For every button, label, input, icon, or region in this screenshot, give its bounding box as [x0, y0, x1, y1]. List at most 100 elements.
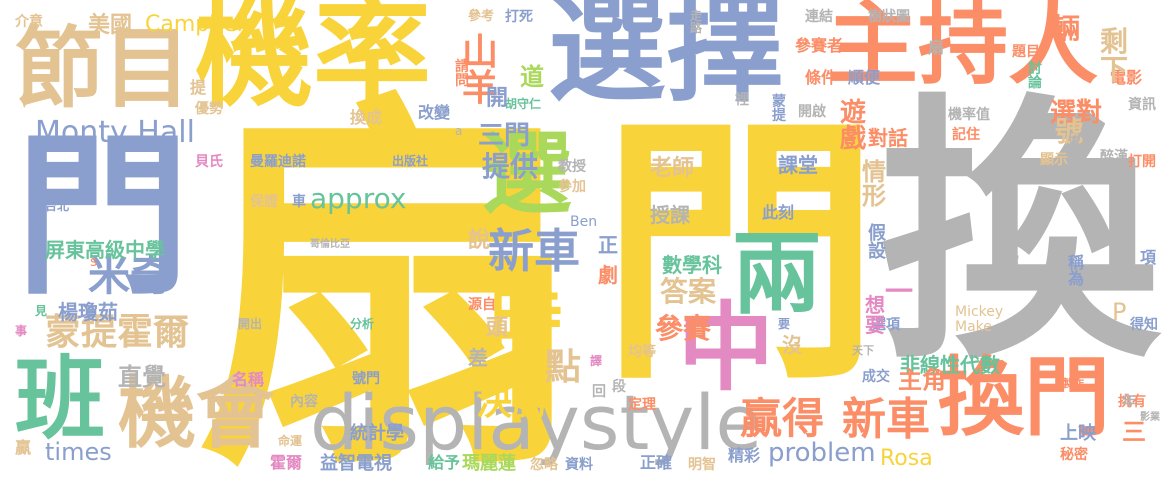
word-geluanbiya: 哥倫比亞 [310, 239, 350, 250]
word-yao: 要 [778, 317, 791, 331]
word-liang-vehicle: 輛 [1052, 12, 1081, 45]
word-ying: 贏 [15, 438, 32, 457]
word-huanmen: 換門 [938, 348, 1110, 448]
word-shanyang: 山羊 [462, 32, 499, 109]
word-huoer: 霍爾 [270, 453, 303, 472]
word-yuanzi: 源自 [468, 297, 496, 313]
word-che: 車 [292, 194, 306, 210]
word-monty-hall: Monty Hall [35, 115, 195, 150]
word-duan: 段 [612, 379, 626, 395]
word-times: times [45, 438, 112, 466]
word-zhujiao: 主角 [898, 366, 946, 394]
word-youxi: 遊戲 [840, 98, 867, 154]
word-shan-small: 扇 [928, 38, 945, 57]
word-displaystyle: displaystyle [310, 378, 763, 467]
word-bai: 貝氏 [195, 154, 223, 170]
word-mimi: 秘密 [1060, 447, 1088, 463]
word-yuan: 遠 [1068, 134, 1081, 148]
word-daan: 答案 [660, 275, 717, 308]
word-dingli: 定理 [628, 397, 656, 413]
word-jiaoshou: 教授 [558, 159, 586, 175]
word-manluodinuo: 曼羅迪諾 [250, 154, 306, 170]
word-chubanshe: 出版社 [392, 154, 429, 168]
word-tiaoyou: 挑有 [1118, 394, 1146, 410]
word-a: a [455, 124, 463, 138]
word-jilv: 機率 [195, 0, 432, 123]
word-zhuchiren: 主持人 [828, 0, 1098, 97]
word-xianshi: 顯示 [1040, 152, 1068, 168]
word-mei: 沒 [782, 333, 802, 357]
word-jingcai: 精彩 [728, 446, 761, 465]
word-xiang: 項 [1140, 248, 1157, 267]
word-xuan: 選 [482, 122, 572, 227]
word-ziliao: 資料 [565, 457, 593, 473]
word-zhengque: 正確 [640, 453, 673, 472]
word-zhong: 中 [678, 292, 774, 404]
word-jilvzhi: 機率值 [948, 107, 990, 123]
word-san: 三 [1122, 418, 1146, 446]
word-campbell: Campbell [145, 12, 249, 37]
word-yizhidianshi: 益智電視 [320, 453, 392, 474]
word-mingyun: 命運 [278, 434, 303, 448]
word-jiemu: 節目 [15, 17, 192, 120]
word-mengtihuoer: 蒙提霍爾 [45, 312, 190, 353]
word-zoulu: 走路 [690, 9, 703, 35]
word-neirong: 內容 [290, 394, 318, 410]
word-geiyu: 給予 [428, 453, 461, 472]
word-make: Make [955, 319, 992, 335]
word-meiguo: 美國 [88, 13, 133, 38]
word-xuanxiang: 選項 [872, 317, 900, 333]
word-junděng: 均等 [628, 344, 656, 360]
word-kai: 開 [486, 86, 509, 111]
word-youshi: 優勢 [195, 101, 223, 117]
word-rosa: Rosa [880, 446, 933, 471]
word-dasi: 打死 [505, 9, 533, 25]
word-miqi: 米奇 [88, 251, 173, 300]
word-gaibian: 改變 [418, 103, 451, 122]
word-haomen: 號門 [352, 371, 380, 387]
word-shouke: 授課 [650, 203, 690, 227]
word-ti: 提 [190, 78, 207, 97]
word-qingxing: 情形 [862, 158, 886, 210]
word-sanmen: 三門 [478, 121, 531, 151]
word-hu-shouren: 胡守仁 [505, 97, 542, 111]
word-problem: problem [768, 438, 876, 468]
word-xinche-1: 新車 [488, 224, 580, 278]
word-tigong: 提供 [482, 150, 539, 183]
word-cha: 差 [468, 346, 488, 370]
word-canjia: 參加 [558, 179, 586, 195]
word-men-left: 門 [15, 116, 190, 319]
word-hui: 回 [592, 384, 606, 400]
word-mingzhi: 明智 [688, 457, 716, 473]
word-yingde: 贏得 [740, 394, 825, 443]
word-approx: approx [310, 182, 407, 215]
word-yangqiongru: 楊瓊茹 [58, 300, 118, 324]
word-shi-small: 事 [15, 324, 28, 338]
word-tongjixue: 統計學 [350, 423, 404, 444]
word-qingwen: 請問 [455, 59, 469, 89]
word-mali: 瑪麗蓮 [462, 453, 516, 474]
word-kaichu: 開出 [238, 317, 263, 331]
word-men-large: 門 [600, 92, 880, 418]
word-zixun: 資訊 [1128, 97, 1156, 113]
word-dakai: 打開 [1128, 154, 1156, 170]
word-shunbian: 順便 [848, 68, 881, 87]
word-tianxia: 天下 [852, 344, 874, 357]
word-chengjiao: 成交 [862, 369, 890, 385]
word-taibei: 台北 [45, 199, 70, 213]
word-hulue: 忽略 [530, 457, 558, 473]
word-ju: 劇 [598, 263, 618, 287]
word-tou: 頭 [486, 316, 509, 341]
word-cankao: 參考 [468, 9, 495, 24]
word-ben: Ben [570, 214, 598, 230]
word-huan: 換 [880, 72, 1160, 398]
word-xuandui: 選對 [1050, 98, 1103, 128]
word-shuo: 說 [468, 228, 491, 253]
word-mingcheng: 名稱 [232, 370, 265, 389]
word-hao: 號 [1055, 115, 1084, 148]
word-dezhi: 得知 [1130, 317, 1158, 333]
word-dianying: 電影 [1110, 68, 1143, 87]
word-chengwei: 稱為 [1068, 253, 1085, 288]
word-shangying: 上映 [1060, 423, 1096, 444]
